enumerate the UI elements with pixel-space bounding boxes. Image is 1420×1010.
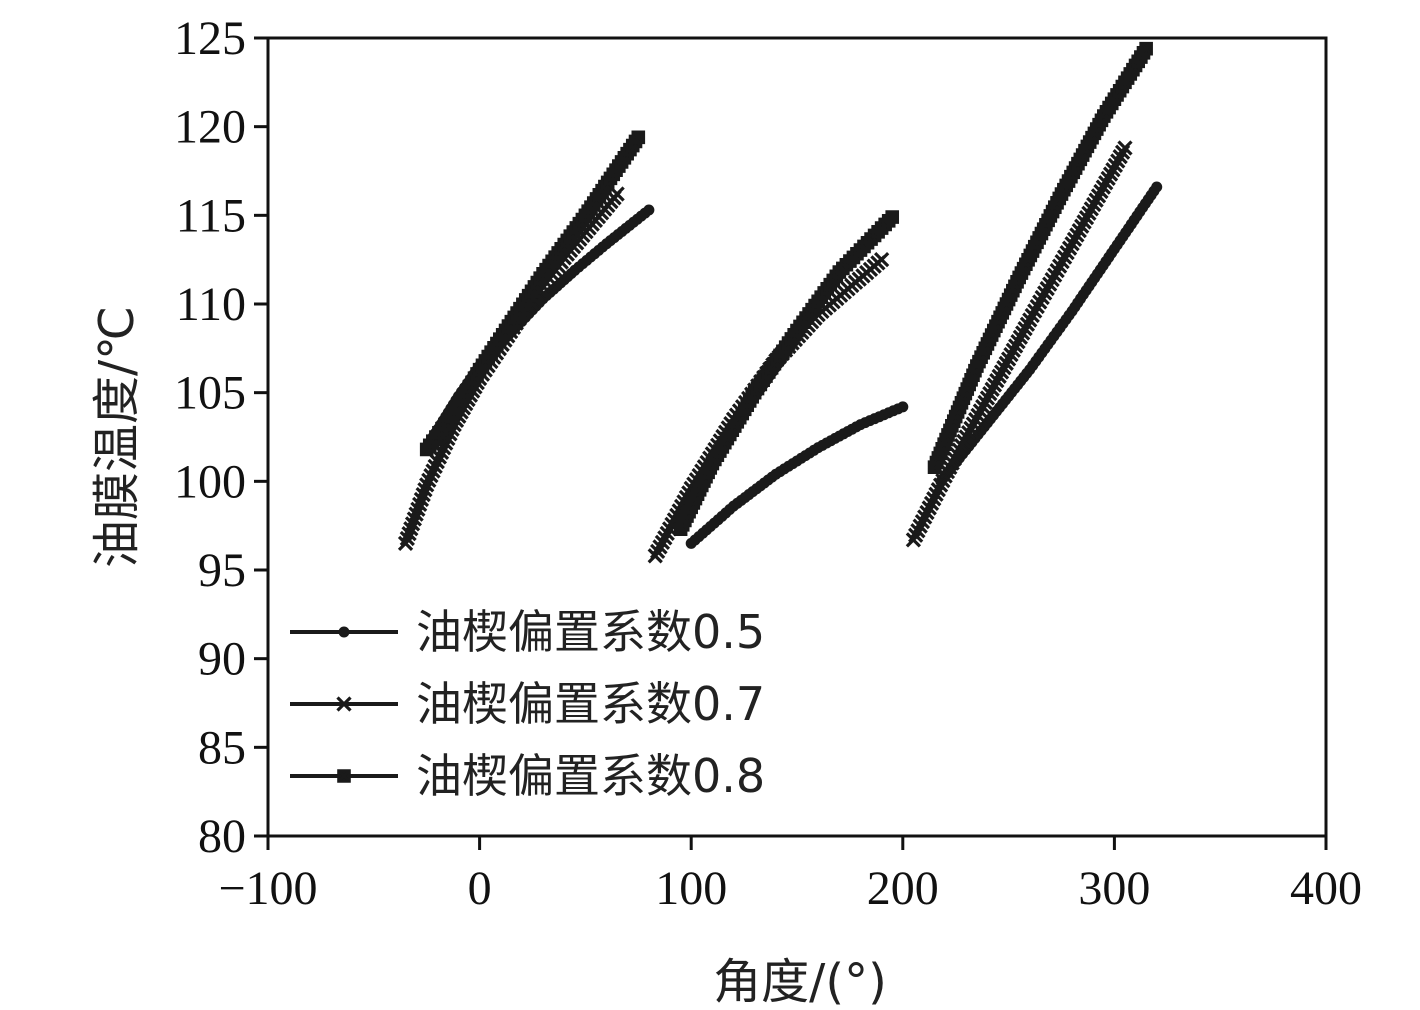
legend-marker	[338, 626, 350, 638]
y-tick-label: 90	[198, 633, 246, 686]
y-tick-label: 80	[198, 810, 246, 863]
series-3-point	[631, 130, 646, 145]
y-tick-label: 125	[174, 12, 246, 65]
legend: 油楔偏置系数0.5 油楔偏置系数0.7 油楔偏置系数0.8	[290, 605, 765, 803]
y-tick-label: 100	[174, 455, 246, 508]
legend-label: 油楔偏置系数0.7	[416, 677, 765, 731]
x-tick-label: 100	[655, 862, 727, 915]
y-tick-label: 105	[174, 367, 246, 420]
series-layer	[397, 41, 1163, 564]
x-tick-label: −100	[218, 862, 317, 915]
x-tick-label: 200	[867, 862, 939, 915]
series-2	[397, 140, 1133, 564]
legend-label: 油楔偏置系数0.8	[416, 749, 765, 803]
x-tick-label: 300	[1078, 862, 1150, 915]
y-axis-label: 油膜温度/℃	[89, 306, 145, 568]
y-tick-label: 110	[176, 278, 246, 331]
series-1-point	[643, 204, 655, 216]
x-axis-label: 角度/(°)	[713, 954, 887, 1010]
legend-label: 油楔偏置系数0.5	[416, 605, 765, 659]
y-tick-label: 95	[198, 544, 246, 597]
legend-marker	[337, 769, 351, 783]
legend-marker	[336, 696, 352, 712]
y-tick-label: 115	[176, 189, 246, 242]
series-2-point	[1117, 140, 1133, 156]
series-1-point	[1151, 181, 1163, 193]
series-1	[427, 181, 1163, 549]
series-3-point	[1139, 41, 1153, 56]
series-1-point	[897, 401, 909, 413]
y-axis: 80 85 90 95 100 105 110 115 120 125	[174, 12, 268, 863]
x-tick-label: 0	[468, 862, 492, 915]
series-2-point	[609, 186, 625, 202]
y-tick-label: 85	[198, 721, 246, 774]
series-3-point	[885, 210, 900, 224]
series-2-point	[874, 252, 890, 268]
plot-frame	[266, 36, 1328, 838]
y-tick-label: 120	[174, 101, 246, 154]
x-tick-label: 400	[1290, 862, 1362, 915]
x-axis: −100 0 100 200 300 400	[218, 836, 1362, 915]
series-3	[419, 41, 1153, 537]
